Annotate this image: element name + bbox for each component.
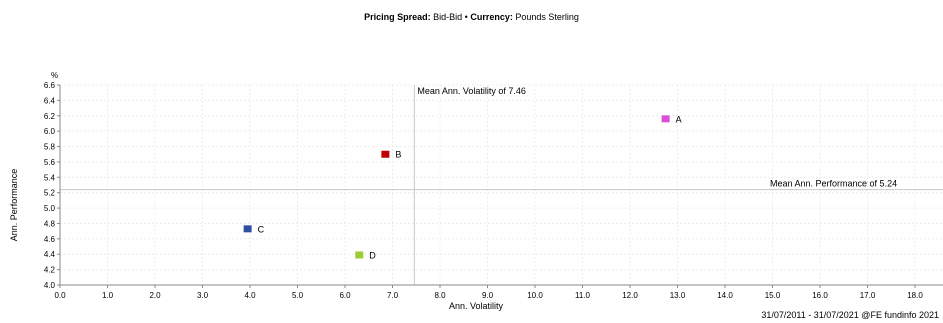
mean-performance-label: Mean Ann. Performance of 5.24 — [770, 179, 897, 189]
pricing-spread-value: Bid-Bid — [433, 12, 463, 22]
x-tick-label: 10.0 — [527, 291, 543, 300]
x-tick-label: 2.0 — [149, 291, 161, 300]
y-axis-unit: % — [51, 71, 58, 80]
x-tick-label: 16.0 — [812, 291, 828, 300]
data-point-label-d: D — [369, 251, 376, 261]
x-tick-label: 18.0 — [907, 291, 923, 300]
tick-labels: 4.0 4.2 4.4 4.6 4.8 5.0 5.2 5.4 5.6 5.8 6.0 6.2 6.4 6… — [44, 81, 923, 300]
y-tick-label: 4.0 — [44, 281, 56, 290]
header-separator: • — [464, 12, 468, 22]
y-tick-label: 5.4 — [44, 173, 56, 182]
chart-header: Pricing Spread: Bid-Bid • Currency: Poun… — [0, 12, 943, 22]
currency-value: Pounds Sterling — [515, 12, 579, 22]
x-tick-label: 6.0 — [339, 291, 351, 300]
pricing-spread-label: Pricing Spread: — [364, 12, 431, 22]
y-tick-label: 4.8 — [44, 219, 56, 228]
y-tick-label: 5.2 — [44, 189, 56, 198]
x-tick-label: 5.0 — [292, 291, 304, 300]
date-range-footer: 31/07/2011 - 31/07/2021 @FE fundinfo 202… — [761, 310, 939, 320]
x-tick-label: 9.0 — [482, 291, 494, 300]
data-point-label-a: A — [676, 114, 682, 124]
x-tick-label: 12.0 — [622, 291, 638, 300]
x-tick-label: 14.0 — [717, 291, 733, 300]
x-tick-label: 0.0 — [54, 291, 66, 300]
y-tick-label: 6.6 — [44, 81, 56, 90]
y-tick-label: 5.0 — [44, 204, 56, 213]
x-tick-label: 3.0 — [197, 291, 209, 300]
data-point-c — [243, 225, 252, 233]
y-axis-label: Ann. Performance — [9, 169, 19, 242]
x-axis-label: Ann. Volatility — [449, 301, 504, 311]
x-tick-label: 11.0 — [575, 291, 591, 300]
mean-lines: Mean Ann. Volatility of 7.46 Mean Ann. Pe… — [60, 85, 943, 285]
grid-lines — [60, 84, 943, 285]
data-point-label-b: B — [395, 150, 401, 160]
x-tick-label: 1.0 — [102, 291, 114, 300]
x-tick-label: 17.0 — [860, 291, 876, 300]
y-tick-label: 5.8 — [44, 143, 56, 152]
x-tick-label: 8.0 — [434, 291, 446, 300]
y-tick-label: 5.6 — [44, 158, 56, 167]
y-tick-label: 4.4 — [44, 250, 56, 259]
data-point-d — [355, 251, 364, 259]
currency-label: Currency: — [470, 12, 513, 22]
axes — [57, 84, 943, 288]
data-point-label-c: C — [258, 224, 265, 234]
x-tick-label: 15.0 — [765, 291, 781, 300]
y-tick-label: 4.2 — [44, 266, 56, 275]
data-point-b — [381, 150, 390, 158]
y-tick-label: 6.2 — [44, 112, 56, 121]
y-tick-label: 6.0 — [44, 127, 56, 136]
y-tick-label: 6.4 — [44, 96, 56, 105]
x-tick-label: 13.0 — [670, 291, 686, 300]
data-points: A B C D — [243, 114, 682, 261]
x-tick-label: 4.0 — [244, 291, 256, 300]
data-point-a — [661, 115, 670, 123]
mean-volatility-label: Mean Ann. Volatility of 7.46 — [417, 86, 526, 96]
y-tick-label: 4.6 — [44, 235, 56, 244]
x-tick-label: 7.0 — [387, 291, 399, 300]
